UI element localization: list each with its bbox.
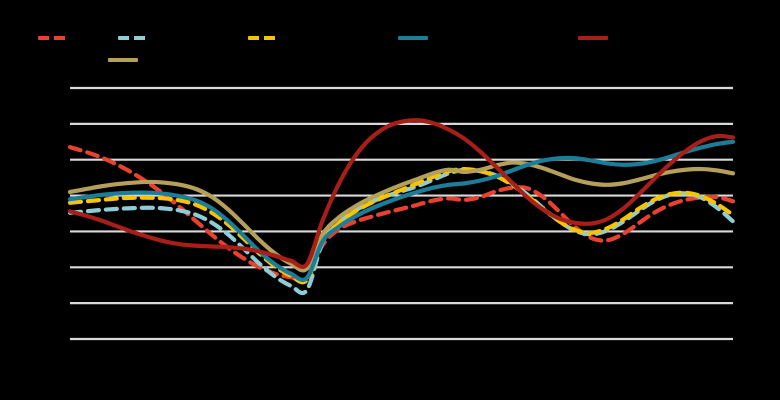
- chart-legend: [0, 30, 780, 76]
- series-tan-solid: [67, 160, 736, 273]
- legend-swatch-3-icon: [398, 36, 428, 40]
- series-group: [67, 118, 736, 296]
- legend-item-4[interactable]: [578, 30, 614, 46]
- legend-item-0[interactable]: [38, 30, 74, 46]
- legend-swatch-4-icon: [578, 36, 608, 40]
- legend-swatch-5-icon: [108, 58, 138, 62]
- series-teal-solid: [67, 139, 736, 283]
- series-red-dashed: [67, 145, 736, 283]
- legend-swatch-1-icon: [118, 36, 148, 40]
- series-yellow-dashed: [67, 166, 736, 285]
- legend-item-2[interactable]: [248, 30, 284, 46]
- legend-item-5[interactable]: [108, 52, 144, 68]
- series-darkred-solid: [67, 118, 736, 269]
- legend-item-3[interactable]: [398, 30, 434, 46]
- legend-item-1[interactable]: [118, 30, 154, 46]
- legend-swatch-0-icon: [38, 36, 68, 40]
- legend-swatch-2-icon: [248, 36, 278, 40]
